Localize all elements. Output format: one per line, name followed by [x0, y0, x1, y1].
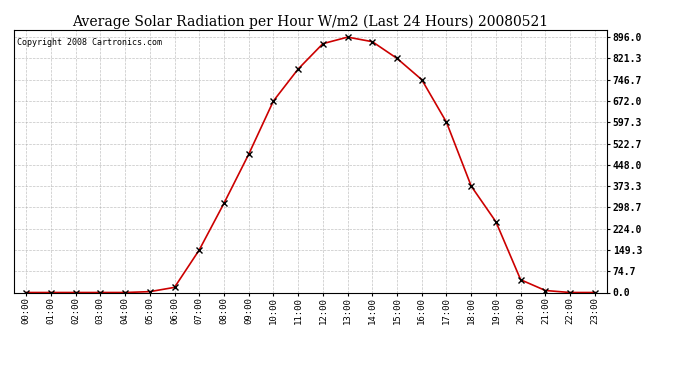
Title: Average Solar Radiation per Hour W/m2 (Last 24 Hours) 20080521: Average Solar Radiation per Hour W/m2 (L… — [72, 15, 549, 29]
Text: Copyright 2008 Cartronics.com: Copyright 2008 Cartronics.com — [17, 38, 161, 47]
